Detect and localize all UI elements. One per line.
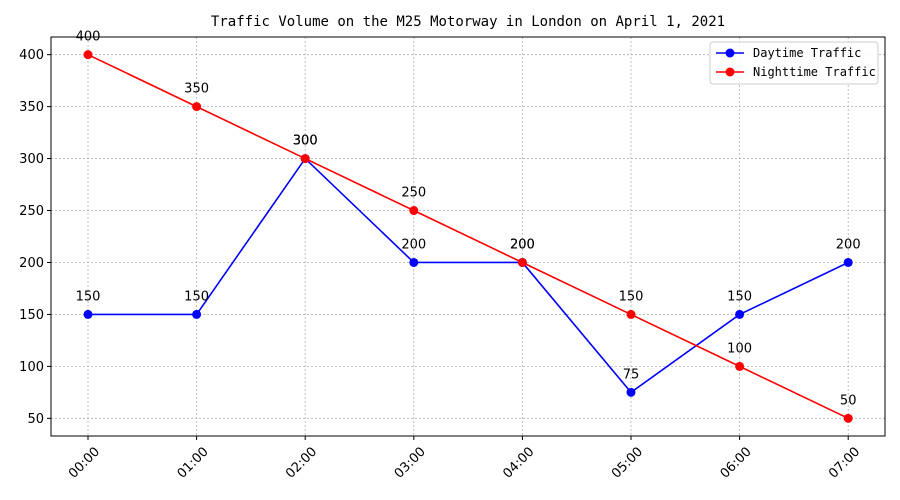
legend-label-nighttime: Nighttime Traffic [753,65,876,79]
legend-marker-daytime [725,48,735,58]
data-label-nighttime-traffic: 300 [293,134,318,149]
data-label-daytime-traffic: 200 [401,237,426,252]
chart-title: Traffic Volume on the M25 Motorway in Lo… [211,14,725,30]
data-point-nighttime-traffic [517,257,527,267]
x-tick-label: 05:00 [609,444,646,481]
data-label-nighttime-traffic: 350 [184,82,209,97]
series-line-nighttime-traffic [87,53,849,420]
data-label-daytime-traffic: 150 [727,289,752,304]
data-point-daytime-traffic [192,309,202,319]
data-label-daytime-traffic: 300 [293,134,318,149]
x-tick-label: 02:00 [283,444,320,481]
data-point-daytime-traffic [843,257,853,267]
data-point-daytime-traffic [83,309,93,319]
plot-frame [50,36,886,437]
data-point-daytime-traffic [735,309,745,319]
x-axis: 00:00 01:00 02:00 03:00 04:00 05:00 06:00 07:00 [66,436,863,482]
legend-item-daytime: Daytime Traffic [716,46,861,60]
legend-item-nighttime: Nighttime Traffic [716,65,876,79]
data-label-daytime-traffic: 200 [510,237,535,252]
data-point-nighttime-traffic [83,50,93,60]
data-point-nighttime-traffic [409,206,419,216]
data-point-nighttime-traffic [735,361,745,371]
y-tick-label: 150 [19,308,44,323]
data-label-nighttime-traffic: 200 [510,237,535,252]
legend-marker-nighttime [725,67,735,77]
y-tick-label: 250 [19,204,44,219]
data-point-nighttime-traffic [843,413,853,423]
data-label-daytime-traffic: 200 [836,237,861,252]
data-point-nighttime-traffic [192,102,202,112]
data-point-daytime-traffic [626,387,636,397]
legend: Daytime Traffic Nighttime Traffic [709,41,879,85]
series-layer [83,50,853,423]
legend-label-daytime: Daytime Traffic [753,46,861,60]
y-tick-label: 300 [19,152,44,167]
data-label-nighttime-traffic: 50 [840,393,857,408]
x-tick-label: 04:00 [500,444,537,481]
data-label-nighttime-traffic: 100 [727,341,752,356]
x-tick-label: 03:00 [392,444,429,481]
y-tick-label: 50 [27,412,44,427]
data-point-nighttime-traffic [300,154,310,164]
data-point-nighttime-traffic [626,309,636,319]
data-label-daytime-traffic: 150 [184,289,209,304]
x-tick-label: 06:00 [718,444,755,481]
y-tick-label: 350 [19,100,44,115]
x-tick-label: 00:00 [66,444,103,481]
series-line-daytime-traffic [88,157,849,394]
y-tick-label: 200 [19,256,44,271]
data-label-nighttime-traffic: 150 [619,289,644,304]
y-tick-label: 100 [19,360,44,375]
data-label-nighttime-traffic: 250 [401,186,426,201]
y-axis: 50 100 150 200 250 300 350 400 [19,48,51,427]
x-tick-label: 01:00 [175,444,212,481]
legend-box [709,41,879,85]
data-label-daytime-traffic: 75 [623,367,640,382]
data-point-daytime-traffic [409,257,419,267]
data-label-daytime-traffic: 150 [76,289,101,304]
x-tick-label: 07:00 [826,444,863,481]
y-tick-label: 400 [19,48,44,63]
